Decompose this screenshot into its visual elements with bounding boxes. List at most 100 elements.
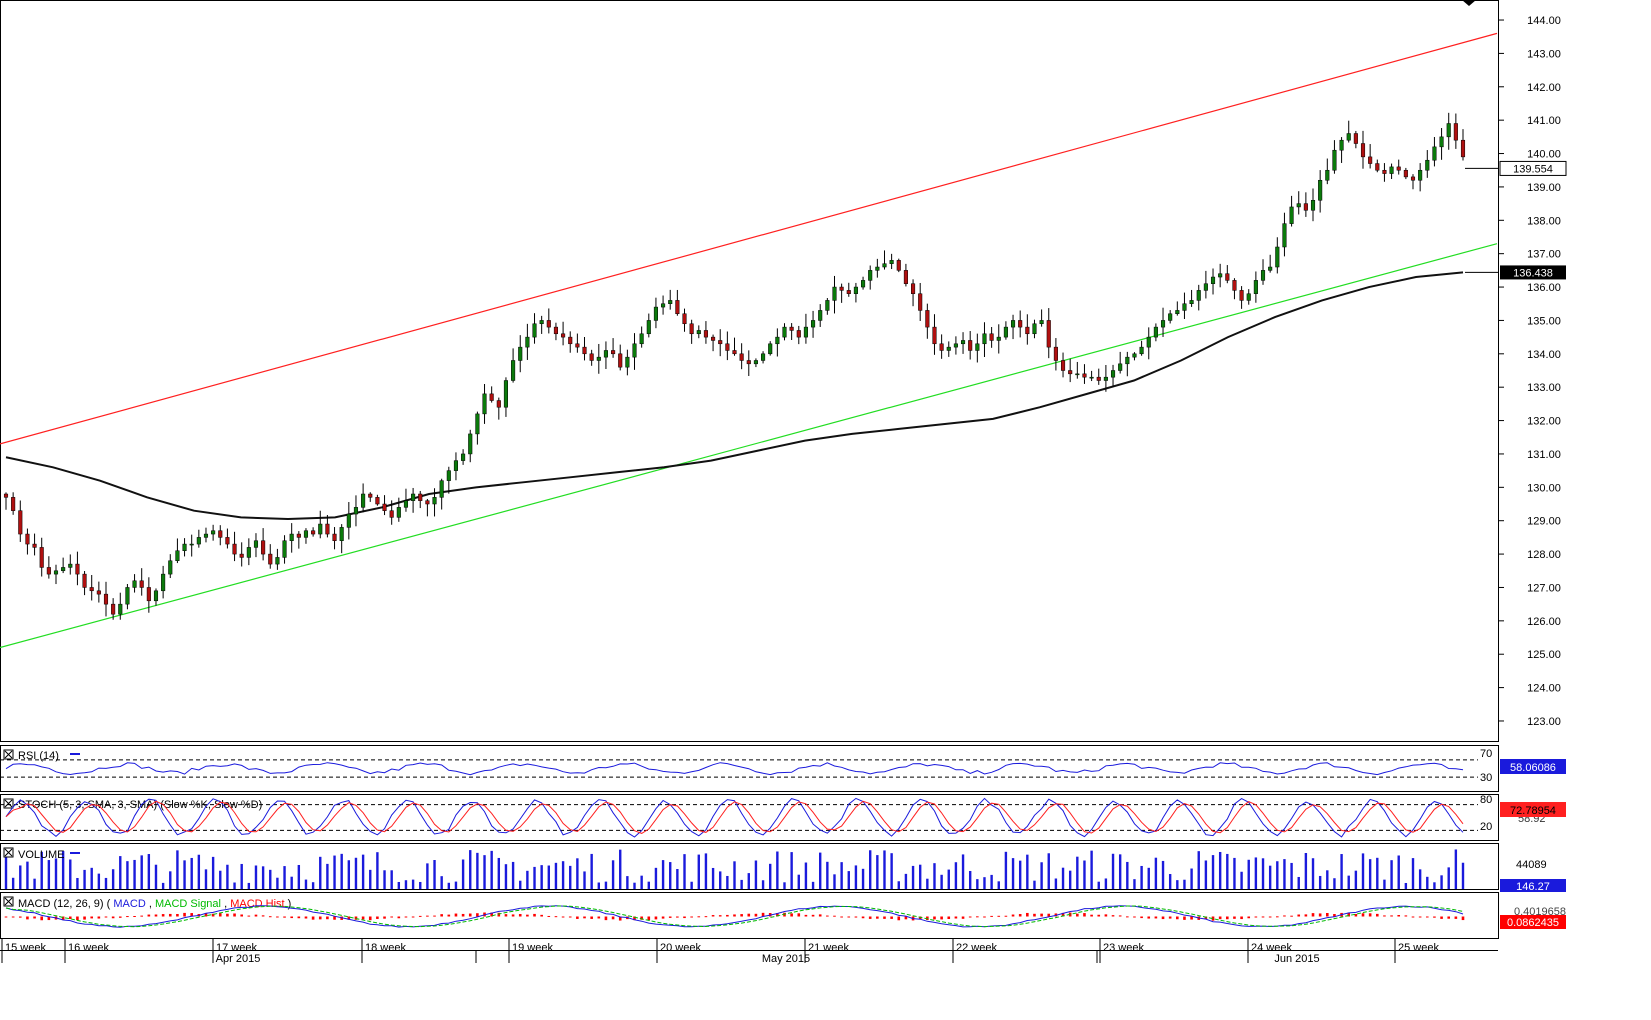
macd-hist-bar xyxy=(790,913,793,917)
macd-hist-bar xyxy=(1026,912,1029,917)
scroll-marker-icon[interactable] xyxy=(1462,0,1476,6)
rsi-toggle-icon[interactable] xyxy=(3,749,14,760)
volume-bar xyxy=(354,857,358,889)
candle-body xyxy=(911,283,916,294)
candle-body xyxy=(1182,303,1187,311)
macd-hist-bar xyxy=(426,915,429,917)
last-price-badge xyxy=(1499,160,1567,176)
price-tick-label: 139.00 xyxy=(1527,182,1561,194)
candle-body xyxy=(796,330,801,338)
volume-bar xyxy=(1418,869,1422,889)
candle-body xyxy=(53,570,59,575)
volume-bar xyxy=(611,860,615,889)
volume-bar xyxy=(1333,878,1336,889)
price-panel: 123.00 124.00 125.00 126.00 127.00 128.00 129.… xyxy=(0,0,1567,742)
volume-bar xyxy=(1197,851,1200,889)
volume-bar xyxy=(1383,879,1386,889)
candle xyxy=(1068,358,1073,383)
candle-body xyxy=(1068,370,1073,375)
macd-hist-bar xyxy=(47,916,51,921)
candle xyxy=(275,548,280,570)
candle-body xyxy=(432,497,437,505)
macd-hist-bar xyxy=(1061,912,1065,917)
volume-bar xyxy=(1268,865,1272,889)
macd-hist-bar xyxy=(111,916,115,919)
volume-bar xyxy=(1004,851,1008,889)
volume-bar xyxy=(1254,857,1258,889)
week-label: 18 week xyxy=(365,942,406,954)
candle xyxy=(211,524,216,541)
macd-hist-bar xyxy=(368,916,372,921)
volume-bar xyxy=(1433,882,1436,889)
candle xyxy=(532,313,537,344)
candle-body xyxy=(853,286,858,294)
volume-bar xyxy=(569,865,572,889)
volume-bar xyxy=(947,869,950,889)
volume-bar xyxy=(147,854,151,889)
candle-body xyxy=(382,503,387,511)
volume-bar xyxy=(1068,870,1072,889)
volume-bar xyxy=(847,871,850,889)
volume-bar xyxy=(819,852,822,889)
candle xyxy=(653,297,658,329)
candle-body xyxy=(1225,273,1230,281)
volume-bar xyxy=(283,866,286,889)
price-tick-label: 133.00 xyxy=(1527,382,1561,394)
macd-hist-bar xyxy=(1126,916,1129,918)
volume-bar xyxy=(183,860,186,889)
macd-hist-bar xyxy=(968,916,972,918)
candle-body xyxy=(1389,166,1394,174)
candle-body xyxy=(1260,270,1266,281)
candle-body xyxy=(739,353,744,361)
candle-body xyxy=(239,553,244,558)
macd-hist-bar xyxy=(504,914,508,917)
macd-hist-bar xyxy=(133,915,136,917)
candle xyxy=(1096,368,1101,385)
volume-bar xyxy=(933,863,936,889)
candle xyxy=(1146,327,1151,360)
macd-line xyxy=(5,905,1464,928)
candle xyxy=(68,554,73,575)
macd-hist-bar xyxy=(1011,914,1015,917)
volume-bar xyxy=(869,850,872,889)
candle-body xyxy=(1303,203,1308,211)
candle xyxy=(111,598,116,620)
candle-body xyxy=(1382,169,1387,174)
macd-hist-bar xyxy=(1104,914,1108,917)
stoch-lines xyxy=(0,797,1478,838)
candle xyxy=(682,308,687,332)
candle xyxy=(1232,278,1237,300)
macd-hist-bar xyxy=(604,916,608,921)
volume-bar xyxy=(1340,854,1343,889)
volume-bar xyxy=(1161,860,1165,889)
candle-body xyxy=(1232,280,1237,291)
macd-hist-bar xyxy=(554,916,558,918)
candle xyxy=(1410,174,1416,190)
candle-body xyxy=(489,393,494,401)
week-label: 19 week xyxy=(512,942,553,954)
stoch-toggle-icon[interactable] xyxy=(3,798,14,809)
candle xyxy=(789,323,794,340)
week-label: 24 week xyxy=(1251,942,1292,954)
ma-value-label: 136.438 xyxy=(1513,267,1553,279)
volume-bar xyxy=(1133,879,1136,889)
candle xyxy=(889,253,894,270)
week-label: 15 week xyxy=(5,942,46,954)
macd-toggle-icon[interactable] xyxy=(3,896,14,907)
candle xyxy=(1310,188,1316,222)
volume-toggle-icon[interactable] xyxy=(3,847,14,858)
macd-hist-bar xyxy=(490,912,493,917)
macd-hist-bar xyxy=(311,916,315,920)
candle xyxy=(96,581,101,603)
candle-body xyxy=(832,286,837,301)
macd-hist-bar xyxy=(397,916,401,919)
macd-hist-bar xyxy=(1333,914,1336,917)
candle-body xyxy=(1375,163,1380,171)
candle-body xyxy=(1360,143,1366,158)
candle-body xyxy=(889,260,894,264)
macd-hist-bar xyxy=(147,914,151,917)
macd-hist-bar xyxy=(1204,916,1208,920)
volume-bar xyxy=(554,862,558,889)
volume-bar xyxy=(561,861,565,889)
macd-hist-bar xyxy=(283,916,286,918)
